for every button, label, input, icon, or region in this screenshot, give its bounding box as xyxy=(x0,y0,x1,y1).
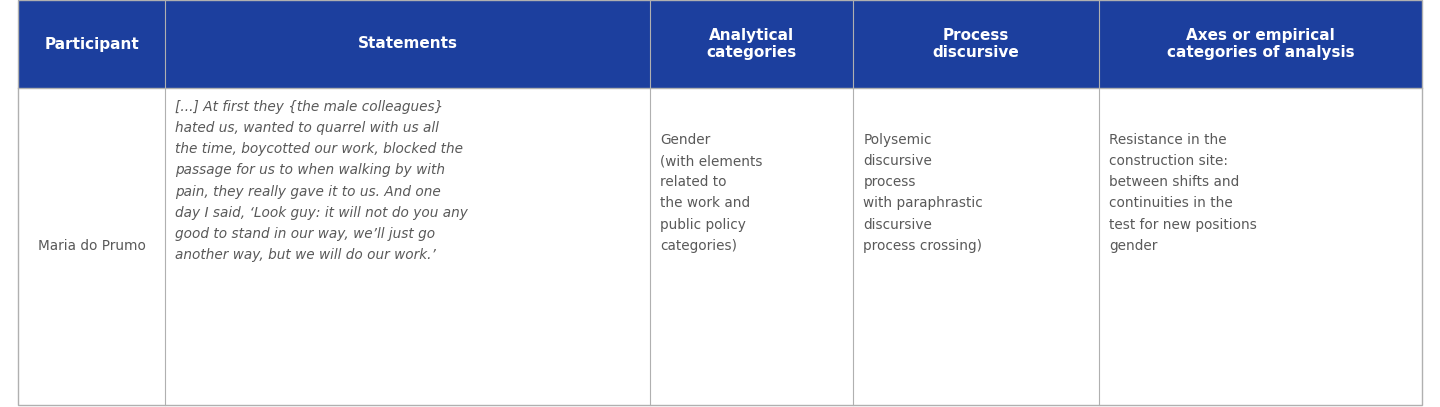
Text: Axes or empirical
categories of analysis: Axes or empirical categories of analysis xyxy=(1166,28,1355,60)
Text: Statements: Statements xyxy=(357,37,458,52)
Text: Participant: Participant xyxy=(45,37,140,52)
Text: [...] At first they {the male colleagues}
hated us, wanted to quarrel with us al: [...] At first they {the male colleagues… xyxy=(176,100,468,262)
Text: Resistance in the
construction site:
between shifts and
continuities in the
test: Resistance in the construction site: bet… xyxy=(1109,133,1257,253)
Bar xyxy=(17,88,1423,405)
Text: Analytical
categories: Analytical categories xyxy=(707,28,796,60)
Text: Maria do Prumo: Maria do Prumo xyxy=(37,239,145,254)
Bar xyxy=(17,0,1423,88)
Text: Process
discursive: Process discursive xyxy=(933,28,1020,60)
Text: Gender
(with elements
related to
the work and
public policy
categories): Gender (with elements related to the wor… xyxy=(660,133,762,253)
Text: Polysemic
discursive
process
with paraphrastic
discursive
process crossing): Polysemic discursive process with paraph… xyxy=(864,133,984,253)
